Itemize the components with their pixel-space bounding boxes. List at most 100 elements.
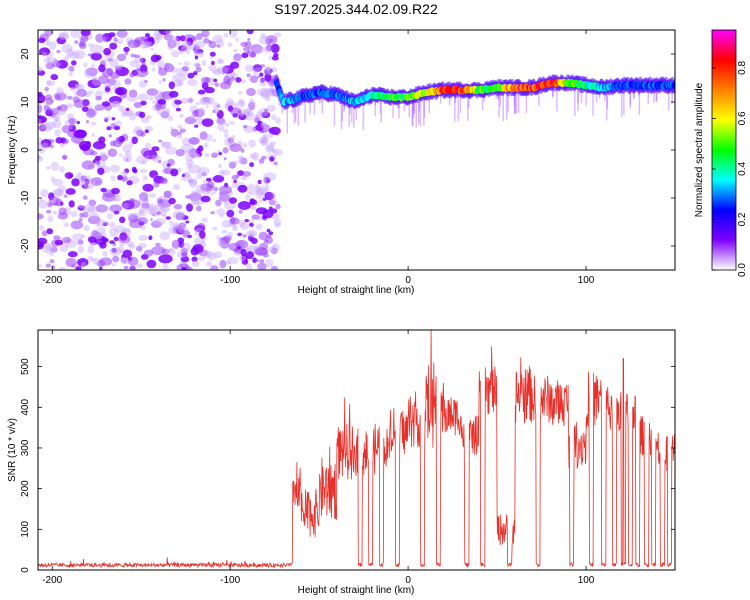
spectrogram-noise-cell bbox=[130, 53, 136, 58]
spectrogram-smear bbox=[468, 90, 470, 109]
spectrogram-noise-cell bbox=[270, 198, 278, 206]
spectrogram-smear bbox=[517, 87, 520, 113]
spectrogram-noise-cell bbox=[82, 195, 88, 200]
spectrogram-noise-cell bbox=[187, 97, 194, 104]
spectrogram-noise-cell bbox=[99, 154, 108, 162]
spectrogram-smear bbox=[418, 94, 420, 112]
spectrogram-smear bbox=[380, 95, 382, 123]
spectrogram-noise-cell bbox=[188, 179, 194, 184]
spectrogram-noise-cell bbox=[229, 143, 242, 153]
spectrogram-noise-cell bbox=[237, 157, 247, 165]
spectrogram-smear bbox=[439, 90, 442, 104]
spectrogram-smear bbox=[411, 96, 414, 126]
spectrogram-noise-cell bbox=[87, 245, 95, 254]
spectrogram-smear bbox=[341, 96, 343, 121]
spectrogram-noise-cell bbox=[143, 249, 154, 257]
spectrogram-noise-cell bbox=[210, 265, 219, 270]
spectrogram-noise-cell bbox=[262, 253, 269, 258]
spectrogram-noise-cell bbox=[124, 51, 129, 56]
spectrogram-noise-cell bbox=[199, 131, 208, 140]
spectrogram-noise-cell bbox=[146, 205, 156, 215]
spectrogram-smear bbox=[413, 95, 416, 115]
snr-x-label: Height of straight line (km) bbox=[298, 585, 415, 596]
spectrogram-noise-cell bbox=[158, 254, 173, 264]
spectrogram-smear bbox=[621, 85, 623, 118]
spectrogram-noise-cell bbox=[188, 148, 198, 158]
spectrogram-noise-cell bbox=[168, 247, 174, 252]
spectrogram-noise-cell bbox=[261, 111, 271, 119]
spectrogram-smear bbox=[333, 94, 336, 126]
spectrogram-noise-cell bbox=[138, 80, 147, 88]
spectrogram-noise-cell bbox=[222, 129, 229, 133]
spectrogram-noise-cell bbox=[268, 206, 273, 210]
spectrogram-noise-cell bbox=[205, 177, 212, 182]
spectrogram-noise-cell bbox=[266, 104, 276, 112]
spectrogram-noise-cell bbox=[108, 134, 113, 138]
spectrogram-noise-cell bbox=[39, 198, 44, 202]
spectrogram-noise-cell bbox=[273, 218, 282, 226]
spectrogram-noise-cell bbox=[123, 46, 130, 53]
spectrogram-noise-cell bbox=[161, 213, 167, 218]
spectrogram-noise-cell bbox=[191, 256, 198, 262]
spectrogram-noise-cell bbox=[118, 105, 124, 112]
spectrogram-smear bbox=[498, 87, 500, 118]
spectrogram-noise-cell bbox=[263, 239, 269, 244]
spectrogram-smear bbox=[467, 90, 469, 122]
spectrogram-noise-cell bbox=[255, 123, 264, 132]
spectrogram-noise-cell bbox=[80, 35, 89, 43]
spectrogram-smear bbox=[412, 95, 415, 112]
spectrogram-noise-cell bbox=[196, 222, 206, 231]
spectrogram-noise-cell bbox=[231, 174, 239, 180]
spectrogram-noise-cell bbox=[264, 183, 269, 189]
spectrogram-noise-cell bbox=[52, 188, 63, 198]
spectrogram-noise-cell bbox=[249, 189, 256, 196]
spectrogram-noise-cell bbox=[62, 236, 72, 244]
spectrogram-x-tick-label: -100 bbox=[220, 275, 240, 286]
spectrogram-noise-cell bbox=[250, 44, 263, 54]
spectrogram-noise-cell bbox=[95, 204, 108, 213]
spectrogram-smear bbox=[297, 98, 300, 126]
spectrogram-noise-cell bbox=[259, 78, 267, 87]
spectrogram-noise-cell bbox=[195, 102, 200, 106]
spectrogram-noise-cell bbox=[38, 156, 42, 160]
spectrogram-noise-cell bbox=[251, 67, 256, 72]
spectrogram-noise-cell bbox=[242, 206, 247, 211]
spectrogram-noise-cell bbox=[77, 245, 85, 254]
spectrogram-noise-cell bbox=[160, 206, 170, 213]
spectrogram-noise-cell bbox=[98, 75, 110, 84]
spectrogram-noise-cell bbox=[268, 231, 274, 235]
spectrogram-smear bbox=[481, 89, 484, 110]
spectrogram-noise-cell bbox=[41, 142, 49, 148]
spectrogram-noise-cell bbox=[250, 237, 258, 244]
spectrogram-noise-cell bbox=[90, 258, 96, 262]
spectrogram-noise-cell bbox=[138, 217, 148, 225]
spectrogram-noise-cell bbox=[260, 121, 268, 129]
spectrogram-noise-cell bbox=[58, 32, 66, 38]
spectrogram-noise-cell bbox=[257, 179, 262, 185]
spectrogram-noise-cell bbox=[77, 205, 86, 211]
spectrogram-noise-cell bbox=[237, 184, 248, 193]
spectrogram-smear bbox=[293, 99, 296, 124]
spectrogram-noise-cell bbox=[168, 90, 179, 98]
spectrogram-noise-cell bbox=[78, 41, 86, 48]
spectrogram-noise-cell bbox=[242, 142, 248, 148]
spectrogram-noise-cell bbox=[164, 30, 173, 36]
spectrogram-noise-cell bbox=[242, 124, 248, 129]
spectrogram-noise-cell bbox=[150, 154, 159, 160]
spectrogram-noise-cell bbox=[216, 66, 229, 75]
spectrogram-noise-cell bbox=[38, 237, 48, 245]
spectrogram-noise-cell bbox=[260, 139, 266, 144]
spectrogram-noise-cell bbox=[97, 167, 105, 175]
colorbar-tick-label: 0.8 bbox=[737, 61, 748, 75]
spectrogram-noise-cell bbox=[256, 203, 260, 207]
spectrogram-noise-cell bbox=[98, 64, 106, 73]
spectrogram-noise-cell bbox=[132, 168, 138, 174]
spectrogram-noise-cell bbox=[89, 44, 104, 55]
spectrogram-noise-cell bbox=[119, 216, 126, 224]
spectrogram-noise-cell bbox=[176, 250, 188, 259]
spectrogram-x-label: Height of straight line (km) bbox=[298, 285, 415, 296]
spectrogram-noise-cell bbox=[42, 230, 48, 237]
spectrogram-noise-cell bbox=[237, 232, 243, 237]
spectrogram-noise-cell bbox=[187, 164, 201, 174]
spectrogram-noise-cell bbox=[185, 220, 190, 224]
